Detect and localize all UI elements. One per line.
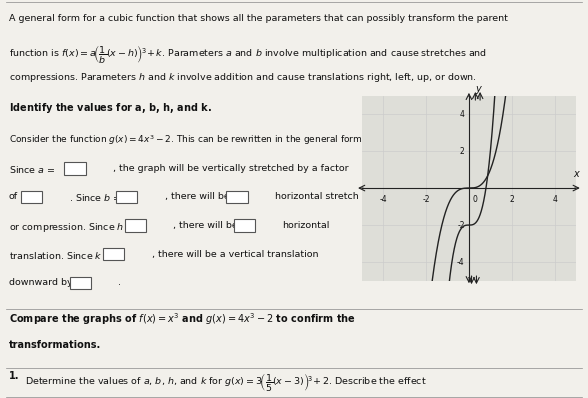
Text: or compression. Since $h$ =: or compression. Since $h$ = xyxy=(9,221,135,234)
Text: , there will be: , there will be xyxy=(173,221,238,230)
Text: Since $a$ =: Since $a$ = xyxy=(9,164,55,175)
Text: -2: -2 xyxy=(422,195,430,205)
Text: y: y xyxy=(475,84,481,94)
Text: Determine the values of $a$, $b$, $h$, and $k$ for $g(x) = 3\!\left(\dfrac{1}{5}: Determine the values of $a$, $b$, $h$, a… xyxy=(25,371,427,393)
Text: 4: 4 xyxy=(460,109,465,119)
Text: -2: -2 xyxy=(457,220,465,230)
Text: A general form for a cubic function that shows all the parameters that can possi: A general form for a cubic function that… xyxy=(9,14,507,23)
Text: . Since $b$ =: . Since $b$ = xyxy=(69,193,122,203)
Text: , there will be a vertical translation: , there will be a vertical translation xyxy=(152,250,318,259)
Text: .: . xyxy=(118,279,121,287)
Text: translation. Since $k$ =: translation. Since $k$ = xyxy=(9,250,112,261)
Text: compressions. Parameters $h$ and $k$ involve addition and cause translations rig: compressions. Parameters $h$ and $k$ inv… xyxy=(9,71,477,84)
Text: function is $f(x) = a\!\left(\dfrac{1}{b}(x - h)\right)^{\!3}\! + k$. Parameters: function is $f(x) = a\!\left(\dfrac{1}{b… xyxy=(9,43,487,64)
Text: , the graph will be vertically stretched by a factor: , the graph will be vertically stretched… xyxy=(113,164,349,173)
Text: Compare the graphs of $f(x) = x^3$ and $g(x) = 4x^3 - 2$ to confirm the: Compare the graphs of $f(x) = x^3$ and $… xyxy=(9,312,356,328)
Text: downward by: downward by xyxy=(9,279,72,287)
Text: of: of xyxy=(9,193,18,201)
Text: , there will be: , there will be xyxy=(165,193,229,201)
Text: horizontal stretch: horizontal stretch xyxy=(275,193,359,201)
Text: horizontal: horizontal xyxy=(282,221,330,230)
Text: -4: -4 xyxy=(457,258,465,267)
Text: Consider the function $g(x) = 4x^3 - 2$. This can be rewritten in the general fo: Consider the function $g(x) = 4x^3 - 2$.… xyxy=(9,130,479,151)
Text: 2: 2 xyxy=(509,195,514,205)
Text: Identify the values for $\mathbf{a}$, $\mathbf{b}$, $\mathbf{h}$, and $\mathbf{k: Identify the values for $\mathbf{a}$, $\… xyxy=(9,101,212,115)
Text: x: x xyxy=(573,169,579,179)
Text: 1.: 1. xyxy=(9,371,19,381)
Text: 0: 0 xyxy=(473,195,477,205)
Text: transformations.: transformations. xyxy=(9,340,101,350)
Text: 2: 2 xyxy=(460,146,465,156)
Text: 4: 4 xyxy=(552,195,557,205)
Text: -4: -4 xyxy=(379,195,387,205)
